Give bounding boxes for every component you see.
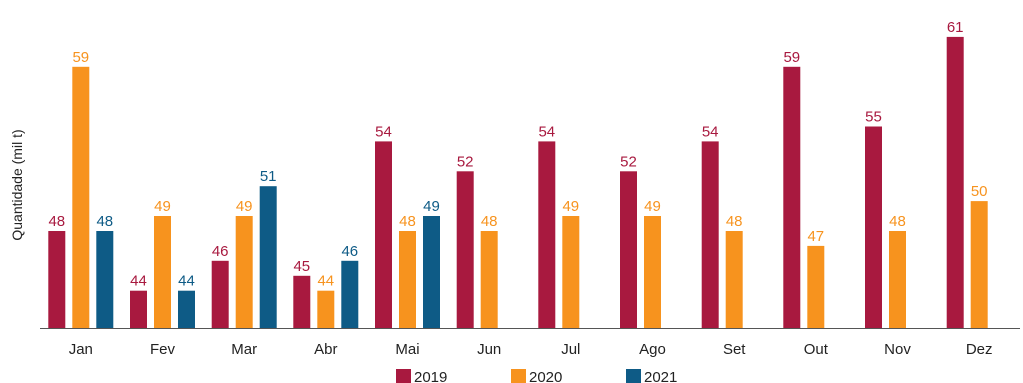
data-label-2020-mar: 49 <box>236 198 253 215</box>
bar-2021-fev <box>178 290 195 328</box>
bar-2020-dez <box>970 201 988 328</box>
data-label-2021-jan: 48 <box>96 213 113 230</box>
legend-label-2021: 2021 <box>644 369 677 383</box>
x-tick-labels: Jan Fev Mar Abr Mai Jun Jul Ago Set Out Nov Dez <box>69 341 993 358</box>
bar-2019-set <box>701 141 719 328</box>
value-labels-layer: 48 59 48 44 49 44 46 49 51 45 44 46 54 48 49 52 48 54 49 52… <box>48 19 987 290</box>
legend-item-2019: 2019 <box>396 369 447 383</box>
bar-2020-set <box>725 231 743 328</box>
x-tick-label-jul: Jul <box>561 341 580 358</box>
bar-2019-jan <box>48 231 66 328</box>
bar-2020-abr <box>317 290 335 328</box>
x-tick-label-set: Set <box>723 341 746 358</box>
legend-swatch-2021 <box>626 369 641 383</box>
data-label-2019-set: 54 <box>702 123 719 140</box>
data-label-2020-ago: 49 <box>644 198 661 215</box>
bar-2019-nov <box>865 126 882 328</box>
bar-2021-mar <box>259 186 277 328</box>
bar-2020-out <box>807 245 825 328</box>
x-tick-label-abr: Abr <box>314 341 337 358</box>
data-label-2019-dez: 61 <box>947 19 964 36</box>
data-label-2021-abr: 46 <box>341 243 358 260</box>
data-label-2019-mai: 54 <box>375 123 392 140</box>
legend-swatch-2019 <box>396 369 411 383</box>
x-tick-label-mai: Mai <box>395 341 419 358</box>
data-label-2019-nov: 55 <box>865 109 882 126</box>
bar-2020-ago <box>644 216 661 328</box>
bars-layer <box>48 36 988 329</box>
legend-label-2020: 2020 <box>529 369 562 383</box>
bar-2020-jun <box>480 231 498 328</box>
bar-2019-fev <box>130 290 147 328</box>
data-label-2019-jun: 52 <box>457 153 474 170</box>
bar-2020-jul <box>562 216 580 328</box>
bar-2021-mai <box>423 216 440 328</box>
legend-label-2019: 2019 <box>414 369 447 383</box>
legend-item-2021: 2021 <box>626 369 677 383</box>
bar-2020-fev <box>154 216 171 328</box>
x-tick-label-jun: Jun <box>477 341 501 358</box>
bar-2019-abr <box>293 275 311 328</box>
data-label-2021-fev: 44 <box>178 273 195 290</box>
bar-2019-mai <box>375 141 392 328</box>
legend-swatch-2020 <box>511 369 526 383</box>
bar-2019-mar <box>211 260 229 328</box>
bar-2021-abr <box>341 260 359 328</box>
data-label-2020-mai: 48 <box>399 213 416 230</box>
bar-2020-jan <box>72 66 90 329</box>
x-tick-label-out: Out <box>804 341 829 358</box>
bar-2019-jul <box>538 141 556 328</box>
legend-item-2020: 2020 <box>511 369 562 383</box>
data-label-2020-out: 47 <box>807 228 824 245</box>
data-label-2019-mar: 46 <box>212 243 229 260</box>
data-label-2019-abr: 45 <box>293 258 310 275</box>
bar-2021-jan <box>96 231 114 328</box>
y-axis-title: Quantidade (mil t) <box>9 129 25 240</box>
data-label-2021-mai: 49 <box>423 198 440 215</box>
data-label-2019-out: 59 <box>783 49 800 66</box>
bar-2020-mai <box>399 231 416 328</box>
data-label-2021-mar: 51 <box>260 168 277 185</box>
bar-2019-out <box>783 66 801 329</box>
data-label-2020-set: 48 <box>726 213 743 230</box>
data-label-2020-jun: 48 <box>481 213 498 230</box>
x-tick-label-nov: Nov <box>884 341 911 358</box>
x-tick-label-dez: Dez <box>966 341 993 358</box>
data-label-2020-abr: 44 <box>317 273 334 290</box>
legend: 2019 2020 2021 <box>396 369 677 383</box>
bar-2019-dez <box>946 36 964 329</box>
data-label-2020-dez: 50 <box>971 183 988 200</box>
data-label-2020-fev: 49 <box>154 198 171 215</box>
bar-2020-nov <box>889 231 906 328</box>
bar-2019-jun <box>456 171 474 328</box>
bar-2019-ago <box>620 171 637 328</box>
x-tick-label-mar: Mar <box>231 341 257 358</box>
bar-2020-mar <box>235 216 253 328</box>
data-label-2020-jan: 59 <box>72 49 89 66</box>
data-label-2019-ago: 52 <box>620 153 637 170</box>
x-tick-label-fev: Fev <box>150 341 176 358</box>
data-label-2019-jul: 54 <box>538 123 555 140</box>
data-label-2019-jan: 48 <box>48 213 65 230</box>
data-label-2019-fev: 44 <box>130 273 147 290</box>
x-tick-label-ago: Ago <box>639 341 666 358</box>
data-label-2020-jul: 49 <box>562 198 579 215</box>
x-tick-label-jan: Jan <box>69 341 93 358</box>
data-label-2020-nov: 48 <box>889 213 906 230</box>
